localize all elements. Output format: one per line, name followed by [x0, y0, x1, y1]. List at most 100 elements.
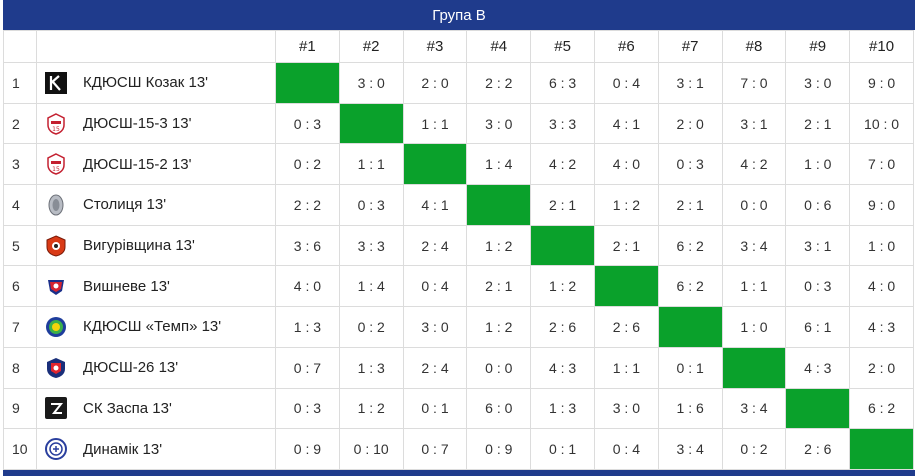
score-cell: 1 : 6: [657, 387, 723, 430]
score-cell: 3 : 0: [338, 62, 404, 104]
team-name[interactable]: ДЮСШ-26 13': [83, 359, 179, 377]
score-cell: 2 : 0: [849, 346, 914, 389]
team-cell[interactable]: 15 ДЮСШ-15-3 13': [36, 102, 276, 145]
self-match-cell: [530, 224, 595, 267]
score-cell: 1 : 4: [466, 143, 532, 186]
score-cell: 0 : 7: [275, 346, 340, 389]
score-cell: 0 : 9: [275, 428, 340, 470]
row-number: 1: [3, 62, 37, 104]
team-cell[interactable]: КДЮСШ Козак 13': [36, 62, 276, 104]
score-cell: 4 : 0: [593, 143, 659, 186]
column-header: #10: [849, 30, 914, 63]
score-cell: 1 : 0: [849, 224, 914, 267]
score-cell: 6 : 3: [530, 62, 595, 104]
score-cell: 6 : 2: [657, 224, 723, 267]
score-cell: 0 : 1: [657, 346, 723, 389]
self-match-cell: [657, 306, 723, 348]
score-cell: 4 : 3: [785, 346, 851, 389]
team-cell[interactable]: СК Заспа 13': [36, 387, 276, 430]
score-cell: 3 : 0: [593, 387, 659, 430]
score-cell: 0 : 3: [657, 143, 723, 186]
score-cell: 3 : 4: [721, 387, 787, 430]
kozak-logo-icon: [45, 71, 67, 94]
temp-logo-icon: [45, 316, 67, 338]
team-cell[interactable]: Вишневе 13': [36, 265, 276, 308]
score-cell: 0 : 1: [402, 387, 468, 430]
score-cell: 4 : 1: [402, 184, 468, 226]
row-number: 4: [3, 184, 37, 226]
team-name[interactable]: Вишневе 13': [83, 277, 170, 295]
score-cell: 0 : 3: [338, 184, 404, 226]
score-cell: 2 : 1: [466, 265, 532, 308]
column-header: #8: [721, 30, 787, 63]
team-cell[interactable]: Вигурівщина 13': [36, 224, 276, 267]
self-match-cell: [402, 143, 468, 186]
score-cell: 2 : 0: [402, 62, 468, 104]
team-cell[interactable]: Столиця 13': [36, 184, 276, 226]
score-cell: 1 : 2: [593, 184, 659, 226]
row-number: 2: [3, 102, 37, 145]
score-cell: 0 : 0: [721, 184, 787, 226]
score-cell: 0 : 0: [466, 346, 532, 389]
score-cell: 0 : 9: [466, 428, 532, 470]
column-header: #3: [402, 30, 468, 63]
score-cell: 1 : 2: [530, 265, 595, 308]
header-team-cell: [36, 30, 276, 63]
column-header: #1: [275, 30, 340, 63]
team-cell[interactable]: 15 ДЮСШ-15-2 13': [36, 143, 276, 186]
score-cell: 4 : 2: [721, 143, 787, 186]
score-cell: 9 : 0: [849, 62, 914, 104]
team-cell[interactable]: Динамік 13': [36, 428, 276, 470]
score-cell: 1 : 3: [338, 346, 404, 389]
score-cell: 3 : 1: [657, 62, 723, 104]
bottom-bar: [3, 470, 915, 476]
team-name[interactable]: СК Заспа 13': [83, 399, 172, 417]
score-cell: 0 : 2: [338, 306, 404, 348]
score-cell: 0 : 3: [275, 102, 340, 145]
team-name[interactable]: Динамік 13': [83, 440, 163, 458]
score-cell: 3 : 1: [785, 224, 851, 267]
row-number: 7: [3, 306, 37, 348]
score-cell: 6 : 1: [785, 306, 851, 348]
team-name[interactable]: КДЮСШ Козак 13': [83, 74, 209, 92]
team-name[interactable]: ДЮСШ-15-2 13': [83, 155, 192, 173]
column-header: #7: [657, 30, 723, 63]
score-cell: 7 : 0: [721, 62, 787, 104]
column-header: #5: [530, 30, 595, 63]
score-cell: 2 : 1: [530, 184, 595, 226]
score-cell: 2 : 1: [593, 224, 659, 267]
score-cell: 1 : 3: [275, 306, 340, 348]
team-cell[interactable]: КДЮСШ «Темп» 13': [36, 306, 276, 348]
header-num-cell: [3, 30, 37, 63]
dyussh15-logo-icon: 15: [45, 112, 67, 135]
team-name[interactable]: Вигурівщина 13': [83, 237, 195, 255]
score-cell: 2 : 0: [657, 102, 723, 145]
team-name[interactable]: Столиця 13': [83, 196, 167, 214]
score-cell: 3 : 4: [721, 224, 787, 267]
score-cell: 2 : 4: [402, 224, 468, 267]
vyhurivshchyna-logo-icon: [45, 235, 67, 257]
header-row: #1 #2 #3 #4 #5 #6 #7 #8 #9 #10: [3, 30, 914, 63]
team-cell[interactable]: ДЮСШ-26 13': [36, 346, 276, 389]
score-cell: 4 : 3: [530, 346, 595, 389]
score-cell: 6 : 0: [466, 387, 532, 430]
score-cell: 0 : 4: [593, 62, 659, 104]
score-cell: 1 : 4: [338, 265, 404, 308]
score-cell: 0 : 10: [338, 428, 404, 470]
results-table: #1 #2 #3 #4 #5 #6 #7 #8 #9 #10 1 КДЮСШ Козак 13' 3 :…: [3, 30, 914, 470]
score-cell: 2 : 6: [530, 306, 595, 348]
dynamik-logo-icon: [45, 438, 67, 461]
score-cell: 1 : 3: [530, 387, 595, 430]
self-match-cell: [785, 387, 851, 430]
score-cell: 3 : 0: [785, 62, 851, 104]
team-name[interactable]: ДЮСШ-15-3 13': [83, 115, 192, 133]
self-match-cell: [593, 265, 659, 308]
team-name[interactable]: КДЮСШ «Темп» 13': [83, 318, 222, 336]
